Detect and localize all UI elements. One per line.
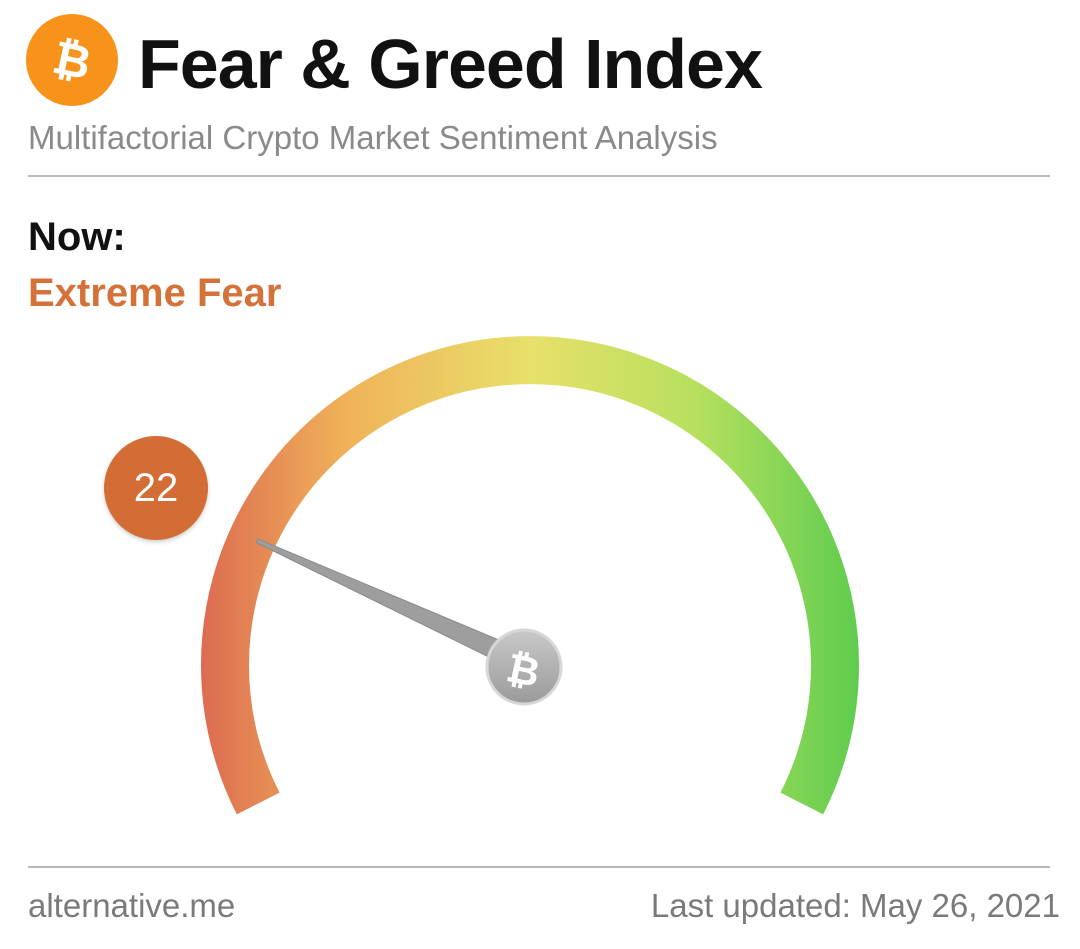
now-label: Now: (28, 215, 126, 259)
last-updated: Last updated: May 26, 2021 (650, 887, 1060, 924)
gauge-arc (201, 336, 859, 815)
page-title: Fear & Greed Index (138, 25, 763, 103)
source-link[interactable]: alternative.me (28, 887, 236, 924)
svg-text:₿: ₿ (48, 30, 96, 91)
bitcoin-logo-icon: ₿ (26, 14, 118, 106)
bottom-divider (28, 866, 1050, 868)
sentiment-status: Extreme Fear (28, 271, 282, 315)
top-divider (28, 175, 1050, 177)
index-value-badge: 22 (104, 436, 208, 540)
gauge-hub-icon: ₿ (485, 628, 563, 706)
page-subtitle: Multifactorial Crypto Market Sentiment A… (28, 119, 718, 156)
gauge: ₿ (201, 336, 859, 815)
